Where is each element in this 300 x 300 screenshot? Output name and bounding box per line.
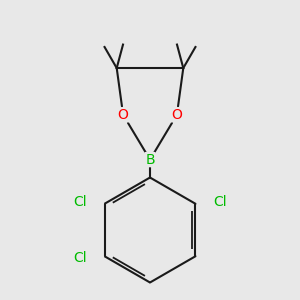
Text: Cl: Cl <box>73 195 87 209</box>
Text: O: O <box>171 108 182 122</box>
Text: Cl: Cl <box>73 251 87 265</box>
Text: B: B <box>145 153 155 166</box>
Text: Cl: Cl <box>213 195 227 209</box>
Text: O: O <box>118 108 129 122</box>
